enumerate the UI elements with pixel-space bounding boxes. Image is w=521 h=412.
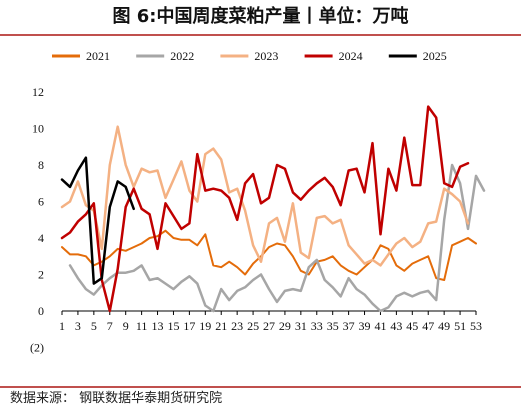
y-tick-label: 8 <box>38 158 44 172</box>
series-line-2023 <box>60 125 470 267</box>
source-note: 数据来源： 钢联数据华泰期货研究院 <box>0 386 521 412</box>
y-tick-label: 4 <box>38 231 44 245</box>
x-tick-label: 21 <box>215 319 227 333</box>
legend-label-2024: 2024 <box>339 49 363 63</box>
x-tick-label: 39 <box>359 319 371 333</box>
chart-legend: 2021 2022 2023 2024 2025 <box>52 49 447 63</box>
legend-label-2021: 2021 <box>86 49 110 63</box>
x-tick-label: 43 <box>390 319 402 333</box>
x-tick-label: 23 <box>231 319 243 333</box>
series-line-2021 <box>61 229 477 281</box>
x-tick-label: 53 <box>470 319 482 333</box>
x-tick-label: 1 <box>59 319 65 333</box>
x-tick-label: 15 <box>167 319 179 333</box>
y-tick-label: 10 <box>32 122 44 136</box>
x-tick-label: 11 <box>136 319 148 333</box>
x-tick-label: 41 <box>374 319 386 333</box>
legend-label-2023: 2023 <box>254 49 278 63</box>
chart-title: 图 6:中国周度菜粕产量丨单位：万吨 <box>0 2 521 36</box>
y-tick-label: (2) <box>30 341 44 355</box>
x-tick-label: 5 <box>91 319 97 333</box>
series-line-2025 <box>60 156 135 285</box>
series-lines <box>60 105 486 313</box>
x-tick-label: 35 <box>327 319 339 333</box>
y-tick-label: 6 <box>38 195 44 209</box>
x-tick-label: 7 <box>107 319 113 333</box>
legend-label-2025: 2025 <box>423 49 447 63</box>
x-tick-label: 47 <box>422 319 434 333</box>
y-tick-label: 2 <box>38 268 44 282</box>
x-tick-label: 31 <box>295 319 307 333</box>
x-tick-label: 45 <box>406 319 418 333</box>
x-tick-label: 51 <box>454 319 466 333</box>
x-tick-label: 37 <box>343 319 355 333</box>
x-tick-label: 3 <box>75 319 81 333</box>
y-tick-label: 0 <box>38 304 44 318</box>
legend-label-2022: 2022 <box>170 49 194 63</box>
y-tick-label: 12 <box>32 85 44 99</box>
x-tick-label: 19 <box>199 319 211 333</box>
x-tick-label: 13 <box>152 319 164 333</box>
series-line-2022 <box>68 163 486 313</box>
x-tick-label: 9 <box>123 319 129 333</box>
x-tick-label: 27 <box>263 319 275 333</box>
x-axis-tick-marks <box>61 311 477 315</box>
x-tick-label: 25 <box>247 319 259 333</box>
y-axis-tick-labels: 12 10 8 6 4 2 0 (2) <box>30 85 44 355</box>
x-axis-tick-labels: 1 3 5 7 9 11 13 15 17 19 21 23 25 27 29 31 33 35 37 39 41 43 4… <box>59 319 482 333</box>
x-tick-label: 29 <box>279 319 291 333</box>
x-tick-label: 17 <box>183 319 195 333</box>
x-tick-label: 33 <box>311 319 323 333</box>
x-tick-label: 49 <box>438 319 450 333</box>
